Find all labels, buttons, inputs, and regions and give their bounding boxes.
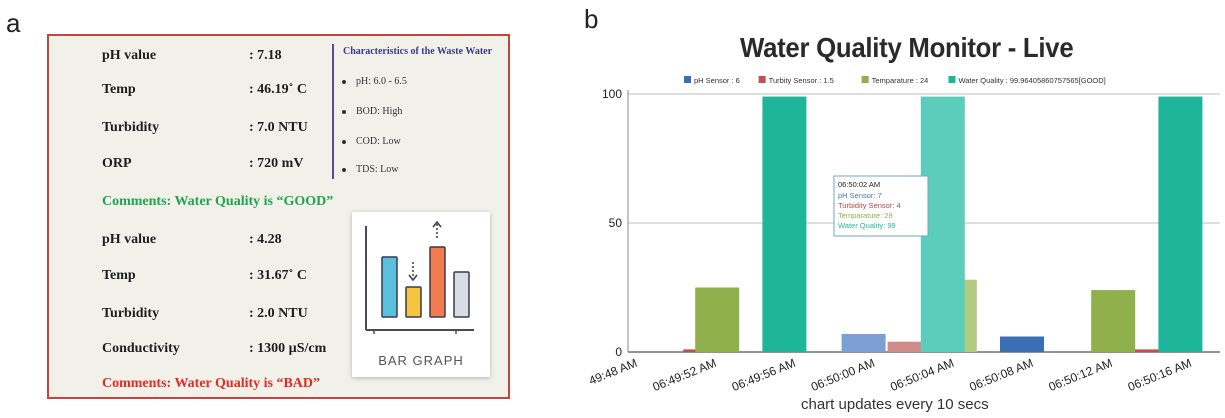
- tooltip-time: 06:50:02 AM: [838, 180, 880, 189]
- chart-caption: chart updates every 10 secs: [801, 396, 989, 413]
- characteristic-text: COD: Low: [356, 136, 401, 147]
- bar: [1091, 290, 1136, 352]
- tooltip-line: Temparature: 28: [838, 211, 893, 220]
- legend-swatch: [948, 76, 956, 83]
- chart-title: Water Quality Monitor - Live: [740, 32, 1074, 63]
- characteristic-item: BOD: High: [342, 106, 402, 117]
- icon-bar: [453, 271, 470, 318]
- icon-bar: [381, 256, 398, 318]
- good-turbidity-label: Turbidity: [102, 120, 160, 135]
- panel-b-letter: b: [584, 4, 599, 34]
- good-temp-label: Temp: [102, 82, 136, 97]
- characteristics-title: Characteristics of the Waste Water: [343, 46, 493, 57]
- legend-swatch: [758, 76, 766, 83]
- y-tick-label: 0: [615, 345, 622, 359]
- bar: [1158, 96, 1203, 352]
- water-readings-panel: pH value : 7.18 Temp : 46.19˚ C Turbidit…: [47, 34, 510, 399]
- characteristic-item: TDS: Low: [342, 164, 399, 175]
- characteristic-text: BOD: High: [356, 106, 403, 117]
- characteristic-item: pH: 6.0 - 6.5: [342, 76, 407, 87]
- y-tick-label: 50: [609, 216, 623, 230]
- bad-conductivity-label: Conductivity: [102, 341, 180, 356]
- bar: [1125, 349, 1170, 352]
- x-tick-label: 49:48 AM: [587, 356, 639, 388]
- bar: [695, 287, 740, 352]
- bar: [1000, 336, 1044, 352]
- x-tick-label: 06:50:04 AM: [888, 356, 956, 394]
- x-tick-label: 06:50:08 AM: [967, 356, 1035, 394]
- bad-ph-value: : 4.28: [249, 232, 282, 247]
- x-tick-label: 06:50:16 AM: [1126, 356, 1194, 394]
- bar-graph-icon: [365, 220, 474, 334]
- x-tick-label: 06:49:52 AM: [651, 356, 719, 394]
- icon-bar: [405, 286, 422, 318]
- good-temp-value: : 46.19˚ C: [249, 82, 307, 97]
- bullet-icon: [342, 139, 346, 144]
- bar-graph-icon-card: BAR GRAPH: [352, 212, 490, 377]
- panel-a-letter: a: [6, 8, 21, 38]
- legend-swatch: [684, 76, 691, 83]
- characteristic-text: TDS: Low: [356, 164, 399, 175]
- icon-bar: [429, 246, 446, 318]
- x-tick-label: 06:50:00 AM: [809, 356, 877, 394]
- characteristic-item: COD: Low: [342, 136, 401, 147]
- good-ph-label: pH value: [102, 48, 157, 63]
- legend-label: pH Sensor : 6: [694, 76, 740, 85]
- bullet-icon: [342, 79, 346, 84]
- bad-turbidity-value: : 2.0 NTU: [249, 306, 308, 321]
- bad-temp-value: : 31.67˚ C: [249, 268, 307, 283]
- bar: [841, 333, 886, 352]
- bad-turbidity-label: Turbidity: [102, 306, 160, 321]
- x-tick-label: 06:49:56 AM: [730, 356, 798, 394]
- tooltip-line: Turbidity Sensor: 4: [838, 201, 901, 210]
- bar: [887, 341, 932, 352]
- good-orp-value: : 720 mV: [249, 156, 304, 171]
- tooltip-line: pH Sensor: 7: [838, 191, 882, 200]
- bar: [762, 96, 807, 352]
- bad-conductivity-value: : 1300 µS/cm: [249, 341, 327, 356]
- bad-temp-label: Temp: [102, 268, 136, 283]
- y-tick-label: 100: [602, 87, 622, 101]
- legend-swatch: [861, 76, 869, 83]
- x-tick-label: 06:50:12 AM: [1047, 356, 1115, 394]
- legend-label: Temparature : 24: [872, 76, 929, 85]
- tooltip-line: Water Quality: 99: [838, 221, 896, 230]
- bullet-icon: [342, 109, 346, 114]
- good-turbidity-value: : 7.0 NTU: [249, 120, 308, 135]
- good-orp-label: ORP: [102, 156, 132, 171]
- good-comment: Comments: Water Quality is “GOOD”: [102, 194, 334, 209]
- bar-graph-icon-label: BAR GRAPH: [378, 353, 464, 368]
- good-ph-value: : 7.18: [249, 48, 282, 63]
- tooltip-box: [833, 175, 929, 237]
- bullet-icon: [342, 167, 346, 172]
- legend-label: Turbity Sensor : 1.5: [769, 76, 834, 85]
- legend-label: Water Quality : 99.96405860757565[GOOD]: [958, 76, 1105, 85]
- bad-ph-label: pH value: [102, 232, 157, 247]
- bad-comment: Comments: Water Quality is “BAD”: [102, 376, 321, 391]
- water-quality-bar-chart: 0 50 100 49:48 AM 06:49:52 AM 06:49:56 AM 06:5…: [587, 76, 1220, 394]
- characteristics-divider: [332, 44, 334, 179]
- characteristic-text: pH: 6.0 - 6.5: [356, 76, 407, 87]
